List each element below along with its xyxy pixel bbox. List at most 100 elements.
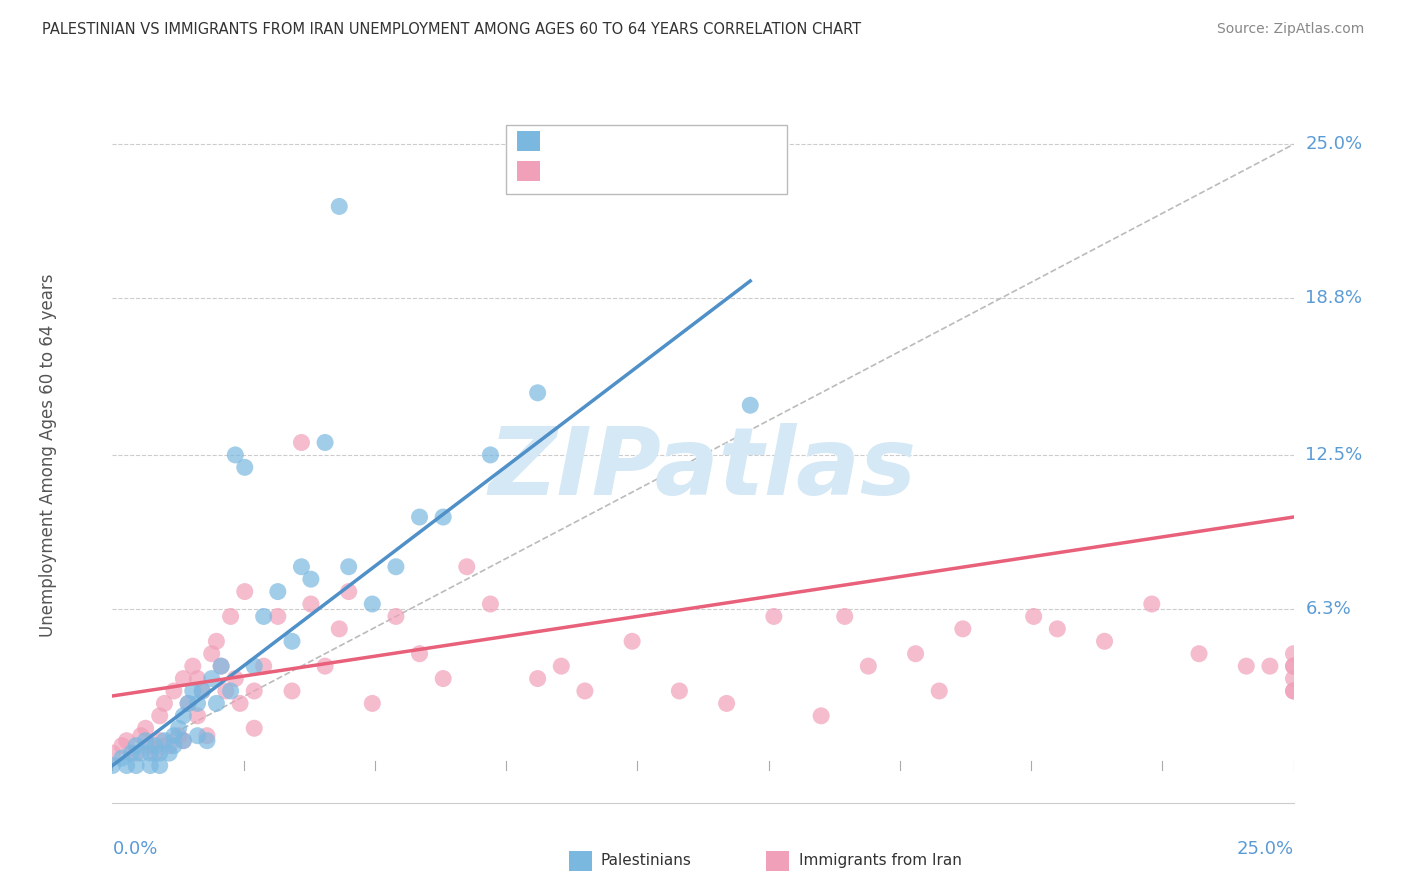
Point bbox=[219, 609, 242, 624]
Point bbox=[243, 721, 266, 735]
Point bbox=[135, 721, 157, 735]
Point bbox=[205, 634, 228, 648]
Point bbox=[209, 659, 232, 673]
Point bbox=[1188, 647, 1211, 661]
Point bbox=[139, 746, 162, 760]
Point bbox=[1282, 647, 1305, 661]
Point bbox=[186, 672, 208, 686]
Point bbox=[177, 697, 200, 711]
Point bbox=[408, 510, 430, 524]
Point bbox=[928, 684, 950, 698]
Point bbox=[172, 733, 194, 747]
Text: 18.8%: 18.8% bbox=[1305, 289, 1362, 308]
Text: 25.0%: 25.0% bbox=[1305, 136, 1362, 153]
Point bbox=[432, 510, 454, 524]
Point bbox=[177, 697, 200, 711]
Point bbox=[385, 609, 408, 624]
Point bbox=[163, 739, 186, 753]
Point bbox=[101, 746, 124, 760]
Text: Unemployment Among Ages 60 to 64 years: Unemployment Among Ages 60 to 64 years bbox=[38, 273, 56, 637]
Point bbox=[139, 758, 162, 772]
Point bbox=[181, 684, 204, 698]
Point bbox=[149, 758, 172, 772]
Point bbox=[432, 672, 454, 686]
Point bbox=[149, 708, 172, 723]
Point bbox=[111, 739, 134, 753]
Point bbox=[195, 729, 218, 743]
Point bbox=[762, 609, 785, 624]
Point bbox=[1282, 659, 1305, 673]
Point bbox=[479, 448, 502, 462]
Point bbox=[281, 634, 304, 648]
Point bbox=[526, 385, 548, 400]
Point bbox=[215, 684, 238, 698]
Point bbox=[299, 572, 322, 586]
Point bbox=[172, 708, 194, 723]
Point bbox=[125, 739, 148, 753]
Text: 12.5%: 12.5% bbox=[1305, 446, 1362, 464]
Point bbox=[290, 559, 312, 574]
Point bbox=[337, 584, 360, 599]
Point bbox=[149, 746, 172, 760]
Point bbox=[1046, 622, 1069, 636]
Point bbox=[149, 733, 172, 747]
Text: 0.0%: 0.0% bbox=[112, 840, 157, 858]
Point bbox=[328, 622, 350, 636]
Text: Immigrants from Iran: Immigrants from Iran bbox=[799, 854, 962, 868]
Point bbox=[139, 739, 162, 753]
Point bbox=[858, 659, 880, 673]
Point bbox=[1282, 672, 1305, 686]
Point bbox=[361, 697, 384, 711]
Point bbox=[526, 672, 548, 686]
Point bbox=[195, 733, 218, 747]
Point bbox=[157, 746, 180, 760]
Point bbox=[163, 684, 186, 698]
Point bbox=[125, 758, 148, 772]
Point bbox=[290, 435, 312, 450]
Point bbox=[115, 758, 138, 772]
Point bbox=[186, 708, 208, 723]
Point bbox=[172, 672, 194, 686]
Point bbox=[229, 697, 252, 711]
Point bbox=[125, 746, 148, 760]
Point bbox=[314, 659, 336, 673]
Point bbox=[1094, 634, 1116, 648]
Point bbox=[115, 733, 138, 747]
Point bbox=[129, 746, 152, 760]
Point bbox=[135, 733, 157, 747]
Point bbox=[201, 647, 224, 661]
Point bbox=[233, 584, 256, 599]
Text: 25.0%: 25.0% bbox=[1236, 840, 1294, 858]
Point bbox=[224, 448, 246, 462]
Point bbox=[834, 609, 856, 624]
Point bbox=[253, 609, 276, 624]
Point bbox=[153, 733, 176, 747]
Point bbox=[191, 684, 214, 698]
Point bbox=[129, 729, 152, 743]
Point bbox=[253, 659, 276, 673]
Point bbox=[209, 659, 232, 673]
Point bbox=[1282, 684, 1305, 698]
Point bbox=[456, 559, 478, 574]
Point bbox=[1022, 609, 1045, 624]
Point bbox=[1258, 659, 1281, 673]
Point bbox=[181, 659, 204, 673]
Point bbox=[621, 634, 644, 648]
Point bbox=[167, 729, 190, 743]
Point bbox=[224, 672, 246, 686]
Point bbox=[219, 684, 242, 698]
Point bbox=[328, 199, 350, 213]
Point bbox=[550, 659, 572, 673]
Point bbox=[1282, 659, 1305, 673]
Point bbox=[153, 697, 176, 711]
Point bbox=[267, 609, 290, 624]
Point bbox=[243, 659, 266, 673]
Point bbox=[120, 746, 142, 760]
Point bbox=[810, 708, 832, 723]
Point bbox=[101, 758, 124, 772]
Point bbox=[716, 697, 738, 711]
Point bbox=[267, 584, 290, 599]
Point bbox=[157, 739, 180, 753]
Point bbox=[281, 684, 304, 698]
Text: N = 72: N = 72 bbox=[668, 164, 721, 178]
